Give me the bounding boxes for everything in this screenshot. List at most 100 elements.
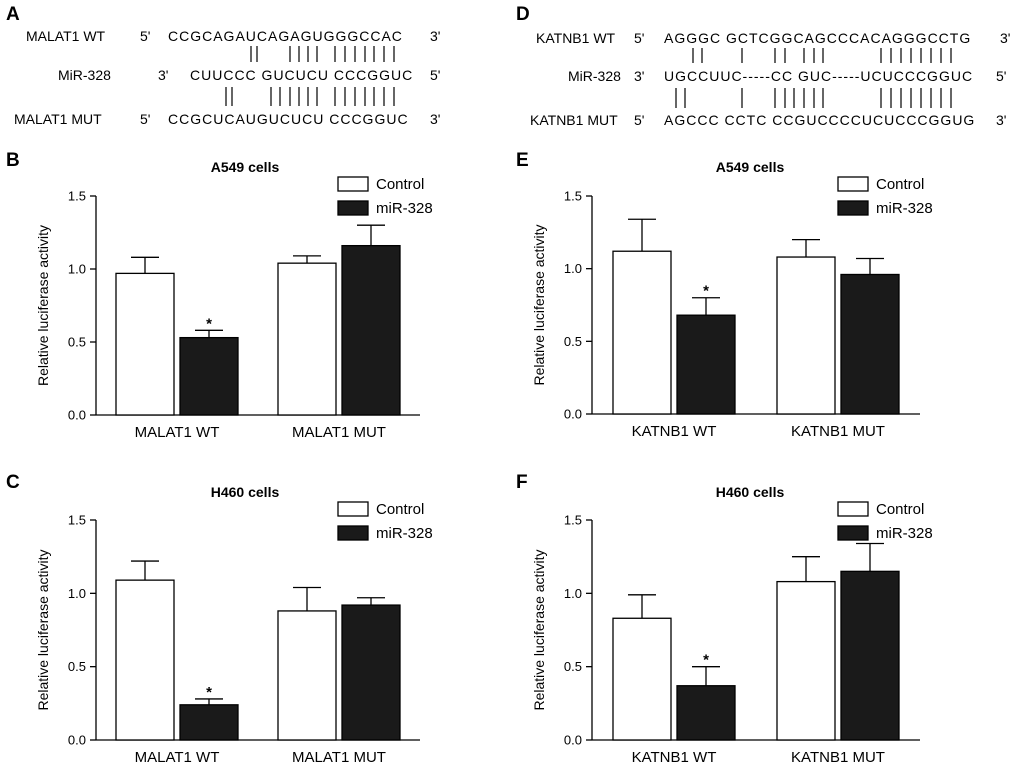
significance-star: * (206, 684, 212, 701)
seq-d-row2-sequence: UGCCUUC-----CC GUC-----UCUCCCGGUC (664, 68, 974, 84)
legend-swatch (837, 525, 869, 541)
legend-label: Control (376, 176, 424, 193)
seq-d-row1-prime5: 5' (634, 30, 645, 46)
y-axis-label: Relative luciferase activity (531, 549, 547, 710)
chart-panel-e: A549 cells 0.0 0.5 1.0 1.5 Relative luciferas… (531, 159, 933, 440)
seq-a-row1-label: MALAT1 WT (26, 28, 106, 44)
y-tick-label: 0.0 (564, 407, 582, 422)
seq-d-row3-prime5: 5' (634, 112, 645, 128)
legend-swatch (837, 176, 869, 192)
seq-a-row2-label: MiR-328 (58, 67, 111, 83)
seq-a-row1-prime3: 3' (430, 28, 441, 44)
seq-d-row3-prime3: 3' (996, 112, 1007, 128)
bar-control-katnb1-mut (776, 256, 836, 415)
panel-letter-e: E (516, 150, 529, 171)
bar-control-katnb1-mut (776, 580, 836, 741)
seq-a-row2-prime5: 5' (430, 67, 441, 83)
x-tick-label: MALAT1 MUT (292, 749, 386, 766)
bar-control-katnb1-wt (612, 617, 672, 741)
legend-swatch (337, 200, 369, 216)
legend-swatch (837, 200, 869, 216)
y-tick-label: 1.0 (68, 262, 86, 277)
panel-letter-f: F (516, 472, 528, 493)
y-tick-label: 1.0 (564, 261, 582, 276)
y-tick-label: 1.0 (68, 586, 86, 601)
seq-d-row2-label: MiR-328 (568, 68, 621, 84)
y-tick-label: 0.5 (68, 335, 86, 350)
bar-mir-328-katnb1-wt (676, 685, 736, 741)
x-tick-label: KATNB1 WT (632, 749, 717, 766)
seq-a-row1-prime5: 5' (140, 28, 151, 44)
legend-swatch (837, 501, 869, 517)
seq-d-row2-prime3: 3' (634, 68, 645, 84)
legend-swatch (337, 525, 369, 541)
seq-d-row2-prime5: 5' (996, 68, 1007, 84)
seq-d-row1-label: KATNB1 WT (536, 30, 616, 46)
seq-a-row3-sequence: CCGCUCAUGUCUCU CCCGGUC (168, 111, 409, 127)
seq-d-row3-sequence: AGCCC CCTC CCGUCCCCUCUCCCGGUG (664, 112, 976, 128)
panel-letter-a: A (6, 4, 20, 25)
legend-label: Control (876, 501, 924, 518)
x-tick-label: KATNB1 MUT (791, 423, 885, 440)
legend-swatch (337, 501, 369, 517)
y-axis-label: Relative luciferase activity (531, 224, 547, 385)
panel-letter-d: D (516, 4, 530, 25)
bar-mir-328-malat1-wt (179, 704, 239, 741)
pairing-lines-a (225, 46, 395, 106)
seq-d-row1-prime3: 3' (1000, 30, 1011, 46)
bar-control-katnb1-wt (612, 250, 672, 415)
x-tick-label: KATNB1 MUT (791, 749, 885, 766)
y-tick-label: 1.5 (564, 189, 582, 204)
chart-panel-f: H460 cells 0.0 0.5 1.0 1.5 Relative luciferas… (531, 484, 933, 766)
seq-a-row3-prime3: 3' (430, 111, 441, 127)
bar-mir-328-katnb1-wt (676, 314, 736, 415)
seq-d-row1-sequence: AGGGC GCTCGGCAGCCCACAGGGCCTG (664, 30, 972, 46)
bar-mir-328-katnb1-mut (840, 273, 900, 415)
y-tick-label: 0.5 (564, 334, 582, 349)
y-tick-label: 0.0 (564, 733, 582, 748)
bar-control-malat1-mut (277, 610, 337, 741)
chart-title: H460 cells (211, 484, 280, 500)
x-tick-label: KATNB1 WT (632, 423, 717, 440)
significance-star: * (703, 652, 709, 669)
pairing-lines-d (675, 48, 952, 108)
legend-label: Control (376, 501, 424, 518)
chart-title: A549 cells (211, 159, 280, 175)
bar-control-malat1-mut (277, 262, 337, 416)
y-tick-label: 1.5 (564, 513, 582, 528)
seq-a-row2-sequence: CUUCCC GUCUCU CCCGGUC (190, 67, 414, 83)
bar-mir-328-malat1-mut (341, 604, 401, 741)
legend-label: miR-328 (876, 200, 933, 217)
y-tick-label: 1.5 (68, 513, 86, 528)
significance-star: * (703, 283, 709, 300)
seq-a-row1-sequence: CCGCAGAUCAGAGUGGGCCAC (168, 28, 403, 44)
chart-panel-c: H460 cells 0.0 0.5 1.0 1.5 Relative luciferas… (35, 484, 433, 766)
legend-label: miR-328 (376, 525, 433, 542)
y-tick-label: 0.0 (68, 733, 86, 748)
x-tick-label: MALAT1 MUT (292, 424, 386, 441)
seq-a-row3-prime5: 5' (140, 111, 151, 127)
panel-letter-c: C (6, 472, 20, 493)
y-tick-label: 0.5 (564, 659, 582, 674)
significance-star: * (206, 315, 212, 332)
panel-letter-b: B (6, 150, 20, 171)
bar-control-malat1-wt (115, 272, 175, 416)
chart-title: A549 cells (716, 159, 785, 175)
seq-a-row3-label: MALAT1 MUT (14, 111, 102, 127)
y-tick-label: 1.5 (68, 189, 86, 204)
x-tick-label: MALAT1 WT (135, 749, 220, 766)
legend-label: miR-328 (876, 525, 933, 542)
legend-label: Control (876, 176, 924, 193)
y-axis-label: Relative luciferase activity (35, 549, 51, 710)
chart-panel-b: A549 cells 0.0 0.5 1.0 1.5 Relative luciferas… (35, 159, 433, 441)
seq-a-row2-prime3: 3' (158, 67, 169, 83)
y-tick-label: 0.0 (68, 408, 86, 423)
bar-control-malat1-wt (115, 579, 175, 741)
seq-d-row3-label: KATNB1 MUT (530, 112, 618, 128)
x-tick-label: MALAT1 WT (135, 424, 220, 441)
y-tick-label: 1.0 (564, 586, 582, 601)
chart-title: H460 cells (716, 484, 785, 500)
bar-mir-328-malat1-wt (179, 336, 239, 416)
bar-mir-328-malat1-mut (341, 244, 401, 416)
legend-swatch (337, 176, 369, 192)
